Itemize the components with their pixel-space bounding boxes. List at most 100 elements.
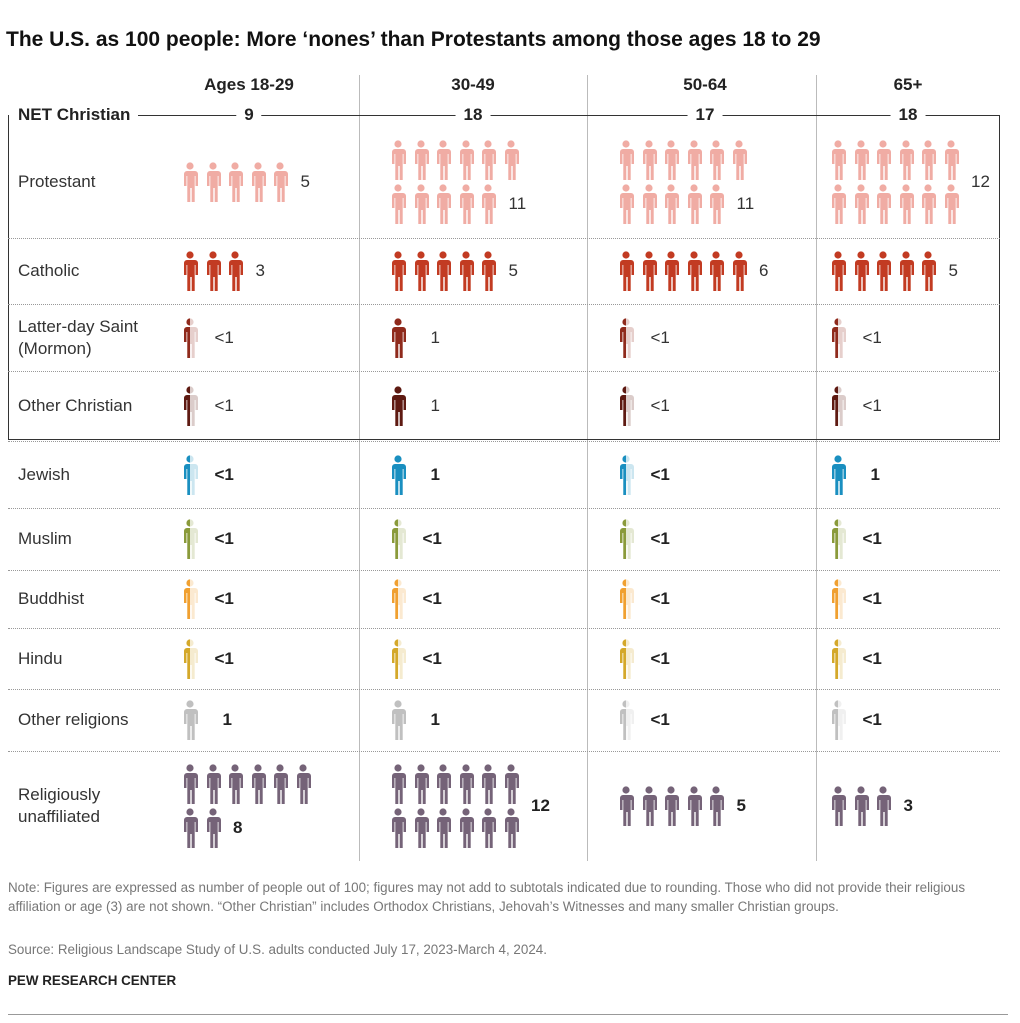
person-icon <box>480 251 496 291</box>
pictograph-cell: <1 <box>618 441 670 508</box>
row-label: Protestant <box>18 171 96 191</box>
pictograph-cell: 5 <box>830 238 958 304</box>
row-label: Hindu <box>18 648 63 668</box>
row-divider <box>8 751 1000 752</box>
net-line <box>138 115 1000 116</box>
person-icon <box>480 764 496 804</box>
pictograph-cell: <1 <box>182 508 234 570</box>
person-icon <box>227 161 243 202</box>
column-header: 30-49 <box>451 75 495 94</box>
row-label: Latter-day Saint (Mormon) <box>18 316 139 358</box>
person-icon <box>390 700 406 740</box>
row-label: Jewish <box>18 464 70 484</box>
partial-person-icon <box>182 579 198 619</box>
pictograph-cell: <1 <box>390 508 442 570</box>
person-icon <box>920 139 936 180</box>
row-latter-day-saint-mormon: Latter-day Saint (Mormon) <1 1 <1 <1 <box>0 304 1020 371</box>
person-icon <box>853 183 869 224</box>
pictograph-cell: 6 <box>618 238 768 304</box>
pictograph-cell: 5 <box>182 125 310 238</box>
pictograph-cell: 12 <box>390 751 550 861</box>
pictograph-cell: <1 <box>618 508 670 570</box>
pictograph-cell: <1 <box>618 570 670 628</box>
person-icon <box>618 139 634 180</box>
person-icon <box>272 764 288 804</box>
source-note: Source: Religious Landscape Study of U.S… <box>8 942 547 957</box>
person-icon <box>641 139 657 180</box>
value-label: <1 <box>214 395 234 415</box>
value-label: <1 <box>862 648 882 668</box>
pictograph-cell: 3 <box>830 751 913 861</box>
person-icon <box>182 764 198 804</box>
partial-person-icon <box>830 700 846 740</box>
person-icon <box>898 183 914 224</box>
pictograph-cell: 12 <box>830 125 990 238</box>
person-icon <box>458 808 474 848</box>
value-label: <1 <box>650 710 670 729</box>
pictograph-cell: 1 <box>390 371 440 440</box>
pictograph-cell: 5 <box>390 238 518 304</box>
pictograph-cell: <1 <box>618 371 670 440</box>
person-icon <box>663 183 679 224</box>
person-icon <box>295 764 311 804</box>
person-icon <box>830 183 846 224</box>
value-label: <1 <box>650 464 670 484</box>
person-icon <box>875 786 891 826</box>
person-icon <box>413 251 429 291</box>
person-icon <box>390 385 406 426</box>
value-label: <1 <box>862 327 882 347</box>
person-icon <box>503 764 519 804</box>
pictograph-cell: 1 <box>182 689 232 751</box>
person-icon <box>875 183 891 224</box>
row-catholic: Catholic 3 5 6 5 <box>0 238 1020 304</box>
person-icon <box>272 161 288 202</box>
column-divider <box>587 75 588 861</box>
row-label: Religiously unaffiliated <box>18 785 101 826</box>
person-icon <box>458 183 474 224</box>
person-icon <box>853 251 869 291</box>
person-icon <box>686 183 702 224</box>
value-label: <1 <box>214 464 234 484</box>
value-label: <1 <box>650 589 670 608</box>
value-label: 5 <box>736 796 746 815</box>
partial-person-icon <box>390 519 406 559</box>
value-label: <1 <box>650 648 670 668</box>
row-divider <box>8 570 1000 571</box>
row-other-christian: Other Christian <1 1 <1 <1 <box>0 371 1020 440</box>
row-divider <box>8 508 1000 509</box>
pictograph-cell: 8 <box>182 751 317 861</box>
pictograph-cell: <1 <box>390 570 442 628</box>
person-icon <box>227 251 243 291</box>
person-icon <box>708 183 724 224</box>
net-christian-header: NET Christian 9 18 17 18 <box>8 105 1000 125</box>
pictograph-cell: <1 <box>830 628 882 689</box>
person-icon <box>413 183 429 224</box>
value-label: <1 <box>214 529 234 548</box>
partial-person-icon <box>182 519 198 559</box>
row-label: Muslim <box>18 529 72 548</box>
net-christian-value: 18 <box>455 105 491 125</box>
pictograph-cell: <1 <box>618 689 670 751</box>
partial-person-icon <box>390 638 406 679</box>
person-icon <box>250 161 266 202</box>
value-label: <1 <box>214 327 234 347</box>
column-divider <box>816 75 817 861</box>
person-icon <box>458 251 474 291</box>
row-label: Catholic <box>18 261 80 280</box>
person-icon <box>435 183 451 224</box>
person-icon <box>182 161 198 202</box>
person-icon <box>435 764 451 804</box>
row-religiously-unaffiliated: Religiously unaffiliated 8 12 5 3 <box>0 751 1020 861</box>
value-label: <1 <box>862 395 882 415</box>
person-icon <box>480 139 496 180</box>
column-header: Ages 18-29 <box>204 75 294 94</box>
person-icon <box>875 139 891 180</box>
value-label: 1 <box>430 395 440 415</box>
value-label: <1 <box>422 648 442 668</box>
column-header: 65+ <box>893 75 923 94</box>
partial-person-icon <box>618 519 634 559</box>
person-icon <box>618 251 634 291</box>
person-icon <box>731 251 747 291</box>
person-icon <box>182 251 198 291</box>
